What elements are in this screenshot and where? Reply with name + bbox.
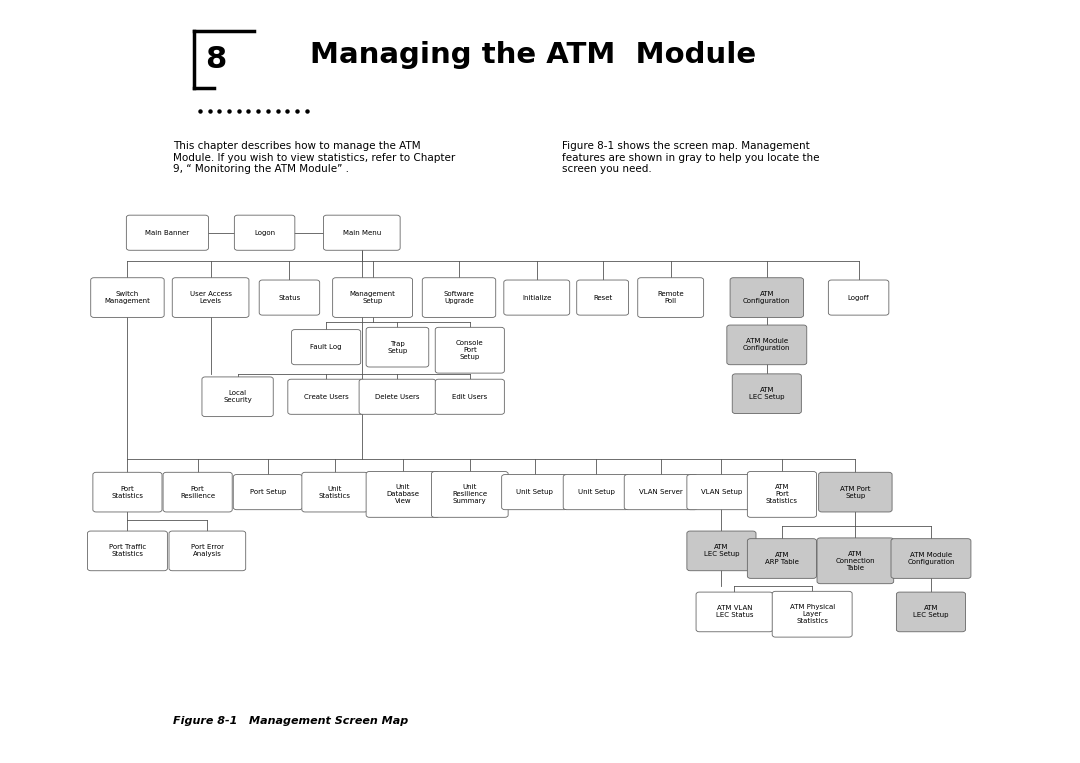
Text: ATM
LEC Setup: ATM LEC Setup [750,387,784,401]
FancyBboxPatch shape [828,280,889,315]
FancyBboxPatch shape [173,278,248,317]
FancyBboxPatch shape [366,327,429,367]
FancyBboxPatch shape [435,379,504,414]
FancyBboxPatch shape [170,531,246,571]
FancyBboxPatch shape [732,374,801,414]
Text: VLAN Setup: VLAN Setup [701,489,742,495]
FancyBboxPatch shape [233,475,302,510]
FancyBboxPatch shape [772,591,852,637]
Text: ATM
Connection
Table: ATM Connection Table [836,551,875,571]
Text: Port
Resilience: Port Resilience [180,485,215,499]
Text: Local
Security: Local Security [224,390,252,404]
FancyBboxPatch shape [503,280,570,315]
Text: Port Traffic
Statistics: Port Traffic Statistics [109,544,146,558]
Text: Unit
Database
View: Unit Database View [387,485,419,504]
Text: Unit
Resilience
Summary: Unit Resilience Summary [453,485,487,504]
Text: Software
Upgrade: Software Upgrade [444,291,474,304]
FancyBboxPatch shape [896,592,966,632]
FancyBboxPatch shape [422,278,496,317]
FancyBboxPatch shape [818,538,894,584]
Text: ATM
ARP Table: ATM ARP Table [765,552,799,565]
FancyBboxPatch shape [637,278,704,317]
Text: Port Error
Analysis: Port Error Analysis [191,544,224,558]
FancyBboxPatch shape [202,377,273,417]
FancyBboxPatch shape [87,531,167,571]
FancyBboxPatch shape [432,472,509,517]
Text: Port
Statistics: Port Statistics [111,485,144,499]
FancyBboxPatch shape [564,475,629,510]
FancyBboxPatch shape [819,472,892,512]
FancyBboxPatch shape [359,379,436,414]
Text: Switch
Management: Switch Management [105,291,150,304]
Text: Fault Log: Fault Log [310,344,342,350]
FancyBboxPatch shape [435,327,504,373]
Text: Edit Users: Edit Users [453,394,487,400]
FancyBboxPatch shape [687,475,756,510]
Text: ATM
LEC Setup: ATM LEC Setup [704,544,739,558]
FancyBboxPatch shape [324,215,400,250]
Text: ATM
Configuration: ATM Configuration [743,291,791,304]
FancyBboxPatch shape [577,280,629,315]
FancyBboxPatch shape [91,278,164,317]
Text: ATM Module
Configuration: ATM Module Configuration [743,338,791,352]
Text: ATM VLAN
LEC Status: ATM VLAN LEC Status [716,605,753,619]
FancyBboxPatch shape [333,278,413,317]
FancyBboxPatch shape [624,475,698,510]
Text: Main Banner: Main Banner [146,230,189,236]
Text: Main Menu: Main Menu [342,230,381,236]
FancyBboxPatch shape [366,472,440,517]
Text: Console
Port
Setup: Console Port Setup [456,340,484,360]
Text: Managing the ATM  Module: Managing the ATM Module [310,41,756,69]
FancyBboxPatch shape [287,379,364,414]
Text: VLAN Server: VLAN Server [639,489,683,495]
FancyBboxPatch shape [891,539,971,578]
Text: Figure 8-1 shows the screen map. Management
features are shown in gray to help y: Figure 8-1 shows the screen map. Managem… [562,141,819,175]
Text: Create Users: Create Users [303,394,349,400]
FancyBboxPatch shape [697,592,773,632]
Text: ATM Module
Configuration: ATM Module Configuration [907,552,955,565]
FancyBboxPatch shape [727,325,807,365]
Text: ATM
LEC Setup: ATM LEC Setup [914,605,948,619]
Text: Logon: Logon [254,230,275,236]
Text: Delete Users: Delete Users [375,394,420,400]
Text: Remote
Poll: Remote Poll [658,291,684,304]
Text: Status: Status [279,295,300,301]
Text: User Access
Levels: User Access Levels [190,291,231,304]
Text: ATM Physical
Layer
Statistics: ATM Physical Layer Statistics [789,604,835,624]
FancyBboxPatch shape [730,278,804,317]
Text: Unit Setup: Unit Setup [578,489,615,495]
Text: Unit
Statistics: Unit Statistics [319,485,351,499]
FancyBboxPatch shape [163,472,232,512]
Text: Initialize: Initialize [522,295,552,301]
FancyBboxPatch shape [292,330,361,365]
FancyBboxPatch shape [259,280,320,315]
Text: Unit Setup: Unit Setup [516,489,553,495]
FancyBboxPatch shape [687,531,756,571]
FancyBboxPatch shape [126,215,208,250]
FancyBboxPatch shape [747,539,816,578]
Text: ATM Port
Setup: ATM Port Setup [840,485,870,499]
Text: 8: 8 [205,44,227,74]
FancyBboxPatch shape [501,475,568,510]
Text: Trap
Setup: Trap Setup [388,340,407,354]
FancyBboxPatch shape [93,472,162,512]
Text: Management
Setup: Management Setup [350,291,395,304]
FancyBboxPatch shape [234,215,295,250]
Text: Logoff: Logoff [848,295,869,301]
Text: This chapter describes how to manage the ATM
Module. If you wish to view statist: This chapter describes how to manage the… [173,141,455,175]
Text: ATM
Port
Statistics: ATM Port Statistics [766,485,798,504]
FancyBboxPatch shape [747,472,816,517]
FancyBboxPatch shape [301,472,367,512]
Text: Figure 8-1   Management Screen Map: Figure 8-1 Management Screen Map [173,716,408,726]
Text: Port Setup: Port Setup [249,489,286,495]
Text: Reset: Reset [593,295,612,301]
